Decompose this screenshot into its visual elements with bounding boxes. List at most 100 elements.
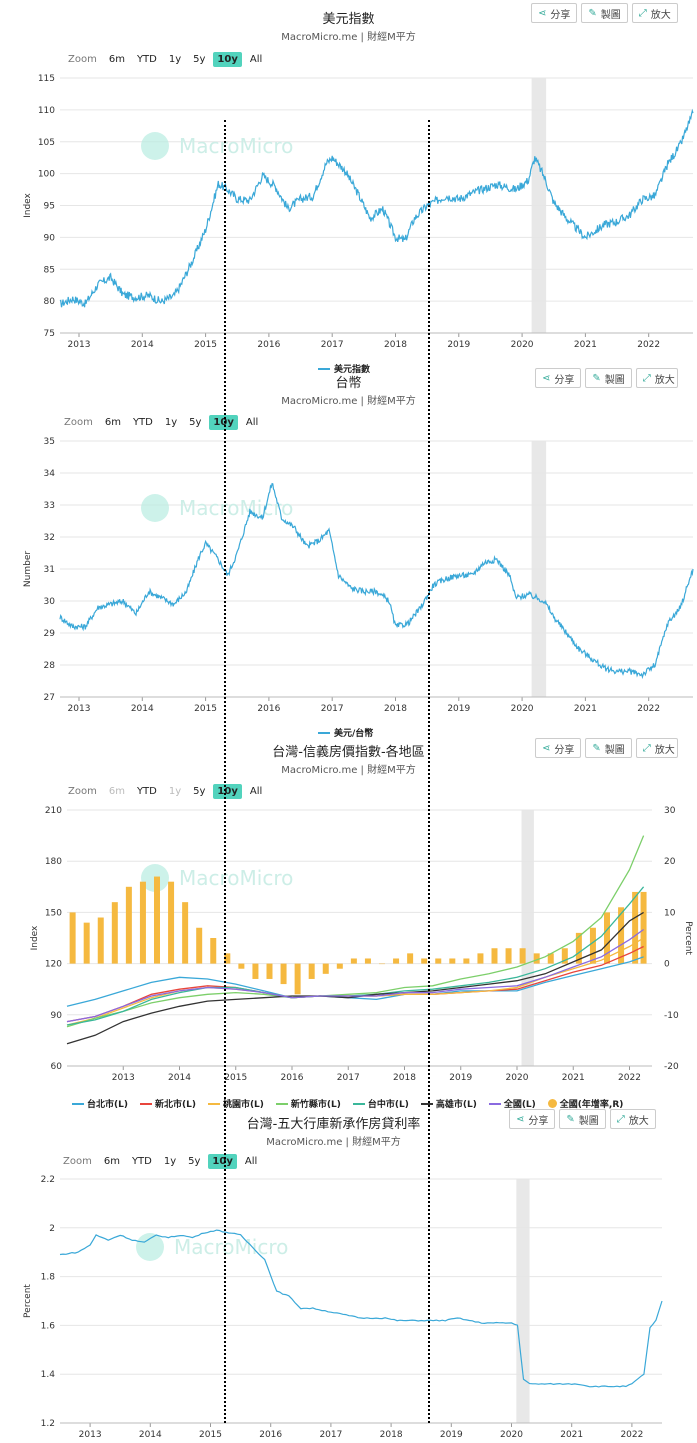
draw-button[interactable]: ✎ 製圖 [585,738,632,758]
zoom-10y[interactable]: 10y [213,784,242,799]
legend-item[interactable]: 台北市(L) [72,1097,128,1110]
y-axis-label: Number [23,551,33,587]
x-tick-label: 2014 [131,340,154,350]
x-tick-label: 2018 [384,704,407,714]
x-tick-label: 2013 [68,704,91,714]
zoom-5y[interactable]: 5y [193,54,206,65]
share-button[interactable]: ⋖ 分享 [509,1109,556,1129]
usd-index-plot: 75 80 85 90 95 100 105 110 115 2013 2014 2015 2016 20… [23,74,694,375]
share-button[interactable]: ⋖ 分享 [535,368,582,388]
expand-button[interactable]: ⤢ 放大 [631,3,678,23]
y2-tick-label: -20 [664,1062,679,1072]
legend-item[interactable]: 台中市(L) [352,1097,409,1110]
zoom-6m[interactable]: 6m [104,417,121,428]
chart-subtitle: MacroMicro.me | 財經M平方 [281,765,416,776]
x-tick-label: 2021 [562,1073,585,1083]
zoom-all[interactable]: All [244,1156,258,1167]
legend-item[interactable]: 新北市(L) [139,1097,196,1110]
bar-yoy [280,963,287,985]
zoom-6m[interactable]: 6m [108,54,125,65]
zoom-10y[interactable]: 10y [209,415,238,430]
chart-title: 台灣-信義房價指數-各地區 [272,745,425,760]
bar-yoy [97,917,104,964]
y-axis-label: Percent [23,1284,33,1318]
zoom-label: Zoom [68,54,97,65]
bar-yoy [322,963,329,974]
bar-yoy [604,912,610,964]
zoom-1y[interactable]: 1y [164,417,178,428]
zoom-all[interactable]: All [249,54,263,65]
x-tick-label: 2022 [618,1073,641,1083]
zoom-all[interactable]: All [245,417,259,428]
expand-button[interactable]: ⤢ 放大 [635,368,678,388]
zoom-all[interactable]: All [249,786,263,797]
y-tick-label: 115 [38,74,55,84]
legend-item[interactable]: 高雄市(L) [420,1097,477,1110]
watermark-logo-icon [141,132,169,160]
x-tick-label: 2018 [380,1430,403,1440]
zoom-5y[interactable]: 5y [188,1156,201,1167]
legend-label: 桃園市(L) [222,1100,264,1110]
zoom-10y[interactable]: 10y [208,1154,237,1169]
x-tick-label: 2019 [449,1073,472,1083]
zoom-ytd[interactable]: YTD [136,786,157,797]
legend-swatch [547,1099,557,1108]
zoom-10y[interactable]: 10y [213,52,242,67]
y-tick-label: 1.6 [41,1321,56,1331]
zoom-ytd[interactable]: YTD [132,417,153,428]
zoom-1y[interactable]: 1y [168,786,182,797]
bar-yoy [364,958,371,964]
expand-button[interactable]: ⤢ 放大 [635,738,678,758]
x-tick-label: 2017 [337,1073,360,1083]
zoom-5y[interactable]: 5y [189,417,202,428]
legend-item[interactable]: 新竹縣市(L) [275,1097,341,1110]
bar-yoy [350,958,357,964]
x-tick-label: 2016 [257,340,280,350]
legend-item[interactable]: 桃園市(L) [207,1097,264,1110]
draw-button[interactable]: ✎ 製圖 [559,1109,606,1129]
bar-yoy [196,927,203,964]
x-tick-label: 2013 [79,1430,102,1440]
zoom-ytd[interactable]: YTD [136,54,157,65]
draw-button[interactable]: ✎ 製圖 [581,3,628,23]
y-tick-label: 30 [44,597,56,607]
series-line [66,835,645,1028]
y-tick-label: 34 [44,469,56,479]
zoom-6m[interactable]: 6m [108,786,125,797]
bar-yoy [519,948,526,964]
y-tick-label: 110 [38,106,55,116]
legend-swatch [420,1102,433,1105]
zoom-5y[interactable]: 5y [193,786,206,797]
series-line [66,886,645,1026]
share-button[interactable]: ⋖ 分享 [535,738,582,758]
bar-yoy [491,948,498,964]
watermark-logo-icon [136,1233,164,1261]
share-button[interactable]: ⋖ 分享 [531,3,578,23]
y-tick-label: 33 [44,501,55,511]
twd-plot: 27 28 29 30 31 32 33 34 35 2013 2014 2015 2016 2017 20… [23,437,694,739]
bar-yoy [379,963,385,965]
legend-label: 新北市(L) [154,1100,196,1110]
x-tick-label: 2020 [511,340,534,350]
chart-toolbar: ⋖ 分享 ✎ 製圖 ⤢ 放大 [535,368,678,388]
legend-item[interactable]: 全國(年增率,R) [547,1097,623,1110]
expand-icon: ⤢ [642,372,651,384]
draw-button[interactable]: ✎ 製圖 [585,368,632,388]
zoom-label: Zoom [63,1156,92,1167]
zoom-6m[interactable]: 6m [103,1156,120,1167]
legend-label: 全國(L) [503,1100,536,1110]
zoom-ytd[interactable]: YTD [131,1156,152,1167]
zoom-1y[interactable]: 1y [163,1156,177,1167]
expand-button[interactable]: ⤢ 放大 [609,1109,656,1129]
legend-label: 台北市(L) [87,1100,128,1110]
pencil-icon: ✎ [592,372,601,384]
legend-item[interactable]: 全國(L) [488,1097,536,1110]
x-tick-label: 2021 [574,340,597,350]
watermark-text: MacroMicro [179,134,293,158]
share-icon: ⋖ [538,7,547,19]
y-axis-label: Index [30,925,40,950]
bar-yoy [533,953,540,964]
bar-yoy [407,953,414,964]
zoom-1y[interactable]: 1y [168,54,182,65]
y-tick-label: 75 [44,329,55,339]
